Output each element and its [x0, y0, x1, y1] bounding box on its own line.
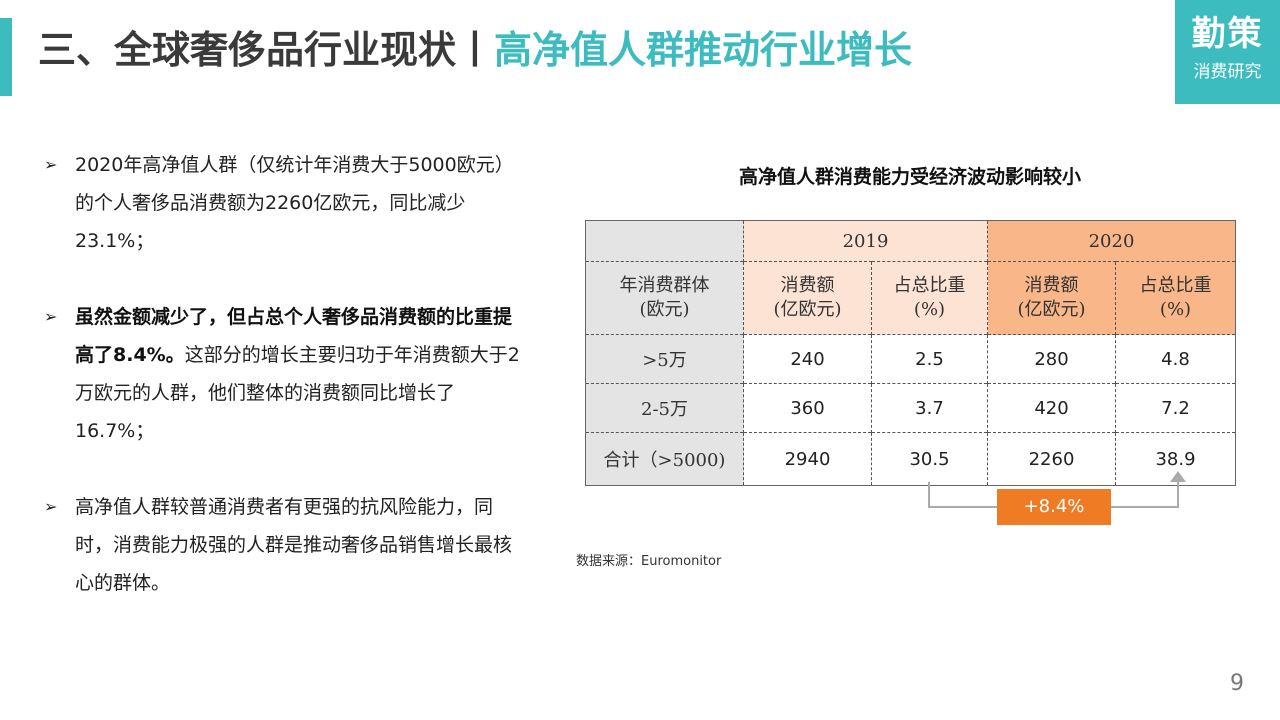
table-cell: 280 — [987, 334, 1116, 384]
column-header-share-2020: 占总比重 (%) — [1115, 261, 1236, 335]
page-title-separator: 丨 — [456, 28, 495, 72]
table-cell: 2.5 — [871, 334, 988, 384]
change-badge: +8.4% — [997, 489, 1111, 525]
column-header-share-2019: 占总比重 (%) — [871, 261, 988, 335]
page-number: 9 — [1230, 671, 1244, 696]
year-header-2020: 2020 — [987, 220, 1236, 262]
column-header-group: 年消费群体 (欧元) — [585, 261, 744, 335]
table-cell: 3.7 — [871, 383, 988, 433]
connector-line-right — [1111, 482, 1179, 508]
table-cell: 360 — [743, 383, 872, 433]
brand-logo-sub: 消费研究 — [1193, 62, 1262, 82]
table-cell: 2940 — [743, 432, 872, 486]
table-row: 2-5万 360 3.7 420 7.2 — [585, 383, 1236, 433]
connector-arrow-icon — [1170, 471, 1186, 482]
bullet-arrow-icon: ➢ — [44, 155, 58, 174]
brand-logo-main: 勤策 — [1191, 14, 1264, 54]
header-accent-bar — [0, 18, 12, 96]
data-table: 2019 2020 年消费群体 (欧元) 消费额 (亿欧元) 占总比重 (%) 消费额… — [585, 220, 1236, 486]
row-label: 合计（>5000) — [585, 432, 744, 486]
table-cell: 420 — [987, 383, 1116, 433]
page-title: 三、全球奢侈品行业现状丨高净值人群推动行业增长 — [38, 22, 912, 78]
table-cell: 7.2 — [1115, 383, 1236, 433]
page-title-main: 三、全球奢侈品行业现状 — [38, 28, 457, 72]
bullet-item: ➢ 2020年高净值人群（仅统计年消费大于5000欧元）的个人奢侈品消费额为22… — [44, 146, 524, 260]
page-title-accent: 高净值人群推动行业增长 — [494, 28, 913, 72]
table-row: >5万 240 2.5 280 4.8 — [585, 334, 1236, 384]
row-label: >5万 — [585, 334, 744, 384]
table-row-total: 合计（>5000) 2940 30.5 2260 38.9 — [585, 432, 1236, 486]
table-cell: 30.5 — [871, 432, 988, 486]
connector-line-left — [928, 482, 997, 508]
bullet-item: ➢ 虽然金额减少了，但占总个人奢侈品消费额的比重提高了8.4%。这部分的增长主要… — [44, 298, 524, 450]
table-header-row: 年消费群体 (欧元) 消费额 (亿欧元) 占总比重 (%) 消费额 (亿欧元) 占总比重… — [585, 261, 1236, 335]
bullet-bold-text: 虽然金额减少了，但占总个人奢侈品消费额的比重提高了8.4%。 — [75, 306, 513, 366]
bullet-item: ➢ 高净值人群较普通消费者有更强的抗风险能力，同时，消费能力极强的人群是推动奢侈… — [44, 488, 524, 602]
bullet-arrow-icon: ➢ — [44, 497, 58, 516]
table-cell: 4.8 — [1115, 334, 1236, 384]
year-header-2019: 2019 — [743, 220, 988, 262]
bullet-text: 2020年高净值人群（仅统计年消费大于5000欧元）的个人奢侈品消费额为2260… — [75, 154, 514, 252]
bullet-text: 这部分的增长主要归功于年消费额大于2万欧元的人群，他们整体的消费额同比增长了16… — [75, 344, 520, 442]
table-cell: 2260 — [987, 432, 1116, 486]
brand-logo: 勤策 消费研究 — [1175, 0, 1280, 104]
column-header-amount-2020: 消费额 (亿欧元) — [987, 261, 1116, 335]
bullet-list: ➢ 2020年高净值人群（仅统计年消费大于5000欧元）的个人奢侈品消费额为22… — [44, 146, 524, 602]
table-year-row: 2019 2020 — [585, 220, 1236, 262]
data-source: 数据来源：Euromonitor — [576, 554, 722, 569]
table-corner-cell — [585, 220, 744, 262]
column-header-amount-2019: 消费额 (亿欧元) — [743, 261, 872, 335]
bullet-text: 高净值人群较普通消费者有更强的抗风险能力，同时，消费能力极强的人群是推动奢侈品销… — [75, 496, 513, 594]
bullet-arrow-icon: ➢ — [44, 307, 58, 326]
row-label: 2-5万 — [585, 383, 744, 433]
chart-title: 高净值人群消费能力受经济波动影响较小 — [738, 166, 1081, 188]
table-cell: 240 — [743, 334, 872, 384]
